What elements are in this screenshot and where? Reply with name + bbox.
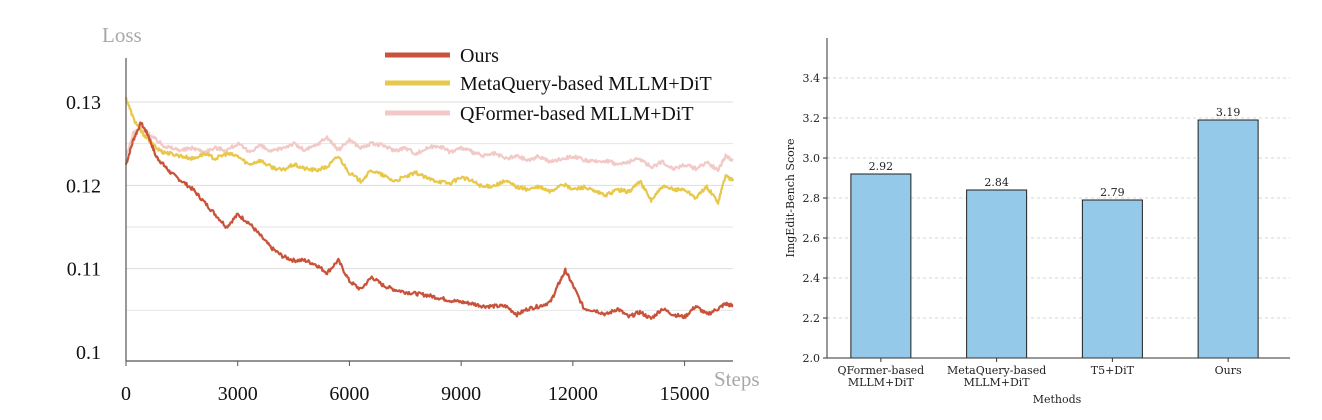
bar-x-axis-label: Methods: [1033, 393, 1082, 406]
imgedit-bar-chart: 2.92 2.84 2.79 3.19 2.0 2.2 2.4 2.6 2.8 3.0 3.2 3.…: [784, 38, 1290, 406]
bar-y-tick-label: 2.2: [803, 312, 821, 325]
bar: [1081, 199, 1143, 359]
loss-legend: Ours MetaQuery-based MLLM+DiT QFormer-base…: [385, 45, 712, 125]
bar-y-tick-label: 2.0: [803, 352, 821, 365]
loss-y-tick-label: 0.12: [66, 175, 101, 197]
loss-series-group: [124, 96, 735, 320]
loss-curve-chart: 0.130.120.110.1 0 3000 6000 9000 12000 15000 …: [66, 23, 760, 405]
bar-y-tick-label: 2.6: [803, 232, 821, 245]
bar-y-tick-label: 2.8: [803, 192, 821, 205]
bar-x-tick-label: Ours: [1215, 364, 1242, 377]
bar: [966, 189, 1028, 359]
loss-series-line: [124, 121, 734, 320]
bar-value-label: 3.19: [1216, 106, 1241, 119]
bar-x-tick-label: MLLM+DiT: [848, 376, 915, 389]
bar-x-tick-label: MLLM+DiT: [964, 376, 1031, 389]
loss-y-tick-label: 0.1: [76, 342, 101, 364]
bar-value-label: 2.79: [1100, 186, 1125, 199]
bar-y-axis-label: ImgEdit-Bench Score: [784, 138, 797, 257]
loss-series-line: [124, 96, 735, 205]
loss-y-tick-label: 0.11: [67, 259, 101, 281]
loss-series-line: [125, 125, 734, 172]
legend-label: MetaQuery-based MLLM+DiT: [460, 73, 712, 95]
loss-x-tick-label: 12000: [548, 383, 598, 405]
loss-x-tick-label: 0: [121, 383, 131, 405]
bar: [1197, 119, 1259, 359]
bar-y-tick-label: 3.2: [803, 112, 821, 125]
bar-y-tick-label: 2.4: [803, 272, 821, 285]
loss-x-tick-label: 3000: [218, 383, 258, 405]
bar-x-ticks: QFormer-basedMLLM+DiTMetaQuery-basedMLLM…: [838, 358, 1242, 389]
legend-label: QFormer-based MLLM+DiT: [460, 103, 694, 125]
bar-value-label: 2.84: [984, 176, 1009, 189]
loss-x-tick-label: 15000: [660, 383, 710, 405]
bar-y-tick-label: 3.0: [803, 152, 821, 165]
bar-value-label: 2.92: [869, 160, 894, 173]
bar-y-ticks: 2.0 2.2 2.4 2.6 2.8 3.0 3.2 3.4: [803, 72, 827, 365]
bar-x-tick-label: T5+DiT: [1091, 364, 1135, 377]
bar-x-tick-label: MetaQuery-based: [947, 364, 1046, 377]
legend-label: Ours: [460, 45, 499, 67]
bar-x-tick-label: QFormer-based: [838, 364, 925, 377]
loss-x-ticks: 0 3000 6000 9000 12000 15000: [121, 361, 710, 405]
loss-grid: [126, 101, 733, 311]
loss-axis-label: Loss: [102, 23, 142, 47]
loss-x-tick-label: 6000: [329, 383, 369, 405]
loss-y-tick-label: 0.13: [66, 92, 101, 114]
loss-x-tick-label: 9000: [441, 383, 481, 405]
bar-group: 2.92 2.84 2.79 3.19: [850, 106, 1259, 359]
steps-axis-label: Steps: [714, 367, 760, 391]
bar-y-tick-label: 3.4: [803, 72, 821, 85]
bar: [850, 173, 912, 359]
loss-y-ticks: 0.13 0.12 0.11 0.1: [66, 92, 101, 364]
